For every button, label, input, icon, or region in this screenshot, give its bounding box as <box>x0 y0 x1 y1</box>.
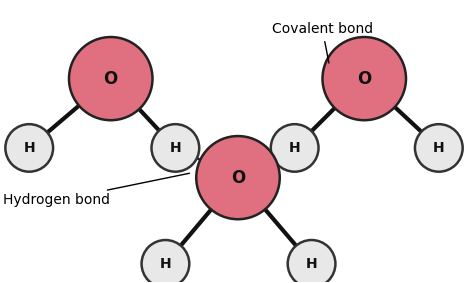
Text: H: H <box>160 257 171 271</box>
Text: Hydrogen bond: Hydrogen bond <box>3 173 190 207</box>
Text: H: H <box>306 257 318 271</box>
Circle shape <box>415 124 463 172</box>
Text: O: O <box>104 70 118 88</box>
Circle shape <box>288 240 336 283</box>
Circle shape <box>69 37 153 120</box>
Circle shape <box>196 136 280 219</box>
Circle shape <box>152 124 199 172</box>
Text: H: H <box>289 141 301 155</box>
Text: H: H <box>23 141 35 155</box>
Text: O: O <box>357 70 371 88</box>
Text: H: H <box>433 141 445 155</box>
Text: H: H <box>170 141 181 155</box>
Text: O: O <box>231 169 245 187</box>
Circle shape <box>142 240 189 283</box>
Circle shape <box>5 124 53 172</box>
Text: Covalent bond: Covalent bond <box>272 22 373 63</box>
Circle shape <box>271 124 319 172</box>
Circle shape <box>322 37 406 120</box>
